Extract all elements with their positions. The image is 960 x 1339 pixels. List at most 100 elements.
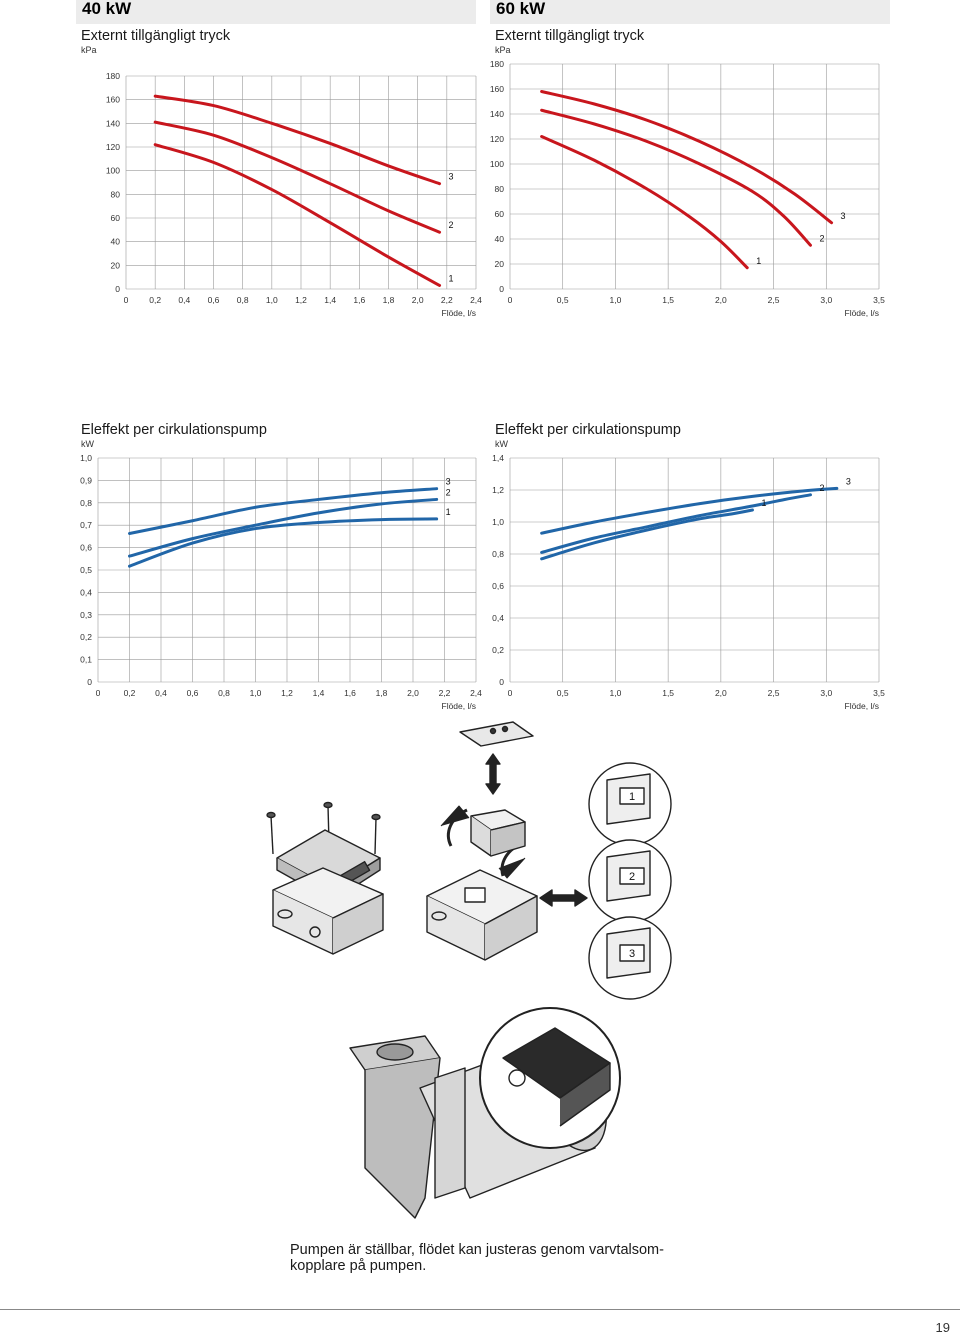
x-axis-label: Flöde, l/s bbox=[442, 308, 477, 318]
y-tick-label: 60 bbox=[111, 213, 121, 223]
y-tick-label: 20 bbox=[111, 260, 121, 270]
y-tick-label: 0,7 bbox=[80, 520, 92, 530]
y-tick-label: 0,3 bbox=[80, 610, 92, 620]
x-tick-label: 1,2 bbox=[295, 295, 307, 305]
y-tick-label: 140 bbox=[106, 118, 120, 128]
x-tick-label: 1,2 bbox=[281, 688, 293, 698]
x-tick-label: 2,0 bbox=[715, 295, 727, 305]
x-tick-label: 0,8 bbox=[218, 688, 230, 698]
chart-power-40kw: Eleffekt per cirkulationspump kW 0 0,1 0,2… bbox=[76, 420, 486, 715]
page-number: 19 bbox=[935, 1320, 950, 1335]
series-label-1: 1 bbox=[449, 273, 454, 283]
x-tick-label: 2,2 bbox=[441, 295, 453, 305]
y-tick-label: 0,8 bbox=[80, 498, 92, 508]
x-tick-label: 3,0 bbox=[820, 295, 832, 305]
x-tick-label: 1,5 bbox=[662, 295, 674, 305]
x-tick-label: 1,5 bbox=[662, 688, 674, 698]
y-tick-label: 160 bbox=[106, 95, 120, 105]
x-tick-label: 2,0 bbox=[715, 688, 727, 698]
control-box-with-lid-icon bbox=[272, 829, 384, 955]
series-line-2 bbox=[540, 493, 812, 554]
x-tick-label: 0,5 bbox=[557, 688, 569, 698]
x-tick-label: 0,6 bbox=[208, 295, 220, 305]
x-tick-label: 3,0 bbox=[820, 688, 832, 698]
y-tick-label: 180 bbox=[490, 59, 504, 69]
heading-40kw: 40 kW bbox=[82, 0, 132, 18]
plot-pressure-40kw: 0 20 40 60 80 100 120 140 160 180 0 0,2 0,4 0,6 0,8 1,0… bbox=[106, 71, 482, 318]
chart-title: Eleffekt per cirkulationspump bbox=[495, 422, 681, 438]
y-tick-label: 80 bbox=[111, 189, 121, 199]
chart-y-unit: kW bbox=[81, 439, 94, 449]
x-tick-label: 2,0 bbox=[407, 688, 419, 698]
chart-pressure-60kw: Externt tillgängligt tryck kPa 0 20 40 60 80… bbox=[490, 26, 900, 318]
x-tick-label: 1,0 bbox=[610, 295, 622, 305]
zoom-detail-icon bbox=[479, 1007, 621, 1149]
series-label-3: 3 bbox=[449, 172, 454, 182]
y-tick-label: 0,4 bbox=[492, 613, 504, 623]
series-label-2: 2 bbox=[819, 483, 824, 493]
x-axis-label: Flöde, l/s bbox=[845, 701, 880, 711]
x-tick-label: 1,4 bbox=[313, 688, 325, 698]
x-tick-label: 1,0 bbox=[610, 688, 622, 698]
x-tick-label: 2,5 bbox=[768, 295, 780, 305]
y-tick-label: 0 bbox=[87, 677, 92, 687]
y-tick-label: 0,1 bbox=[80, 655, 92, 665]
adapter-plate-icon bbox=[459, 721, 534, 747]
pump-illustration: 1 2 3 bbox=[266, 721, 672, 1219]
x-axis-label: Flöde, l/s bbox=[442, 701, 477, 711]
y-tick-label: 1,4 bbox=[492, 453, 504, 463]
y-tick-label: 0 bbox=[499, 677, 504, 687]
series-label-1: 1 bbox=[446, 507, 451, 517]
x-tick-label: 0 bbox=[508, 688, 513, 698]
x-tick-label: 0,2 bbox=[149, 295, 161, 305]
switch-position-1-icon bbox=[588, 762, 672, 846]
x-tick-label: 1,6 bbox=[344, 688, 356, 698]
y-tick-label: 0,2 bbox=[80, 632, 92, 642]
y-tick-label: 120 bbox=[106, 142, 120, 152]
control-box-open-icon bbox=[426, 869, 538, 961]
y-tick-label: 1,0 bbox=[492, 517, 504, 527]
y-tick-label: 160 bbox=[490, 84, 504, 94]
series-line-1 bbox=[540, 135, 749, 270]
y-tick-label: 40 bbox=[111, 237, 121, 247]
switch-label-2: 2 bbox=[629, 871, 635, 883]
x-tick-label: 0,2 bbox=[124, 688, 136, 698]
switch-label-3: 3 bbox=[629, 948, 635, 960]
x-tick-label: 2,0 bbox=[412, 295, 424, 305]
series-line-3 bbox=[540, 486, 839, 535]
series-label-2: 2 bbox=[449, 220, 454, 230]
chart-power-60kw: Eleffekt per cirkulationspump kW 0 0,2 0,4… bbox=[490, 420, 900, 715]
switch-position-3-icon bbox=[588, 916, 672, 1000]
y-tick-label: 1,2 bbox=[492, 485, 504, 495]
footer-rule bbox=[0, 1309, 960, 1310]
series-line-1 bbox=[153, 143, 442, 287]
y-tick-label: 40 bbox=[495, 234, 505, 244]
y-tick-label: 100 bbox=[106, 166, 120, 176]
chart-title: Externt tillgängligt tryck bbox=[81, 28, 231, 44]
x-tick-label: 0,8 bbox=[237, 295, 249, 305]
y-tick-label: 0,9 bbox=[80, 475, 92, 485]
plot-pressure-60kw: 0 20 40 60 80 100 120 140 160 180 0 0,5 1,0 1,5 2,0 2,5… bbox=[490, 59, 885, 318]
switch-position-2-icon bbox=[588, 839, 672, 923]
chart-title: Externt tillgängligt tryck bbox=[495, 28, 645, 44]
series-label-1: 1 bbox=[756, 256, 761, 266]
series-label-1: 1 bbox=[761, 498, 766, 508]
series-line-3 bbox=[153, 94, 442, 186]
y-tick-label: 0,6 bbox=[80, 543, 92, 553]
y-tick-label: 0,6 bbox=[492, 581, 504, 591]
x-tick-label: 0 bbox=[96, 688, 101, 698]
x-tick-label: 0 bbox=[508, 295, 513, 305]
chart-pressure-40kw: Externt tillgängligt tryck kPa 0 20 40 60 80… bbox=[76, 26, 486, 318]
series-label-2: 2 bbox=[819, 233, 824, 243]
screw-icon bbox=[266, 801, 381, 855]
x-axis-label: Flöde, l/s bbox=[845, 308, 880, 318]
switch-label-1: 1 bbox=[629, 791, 635, 803]
x-tick-label: 2,5 bbox=[768, 688, 780, 698]
heading-60kw: 60 kW bbox=[496, 0, 546, 18]
y-tick-label: 60 bbox=[495, 209, 505, 219]
series-label-3: 3 bbox=[446, 477, 451, 487]
series-line-1 bbox=[540, 508, 754, 561]
chart-y-unit: kPa bbox=[81, 45, 97, 55]
y-tick-label: 100 bbox=[490, 159, 504, 169]
illustration-caption: Pumpen är ställbar, flödet kan justeras … bbox=[290, 1242, 664, 1274]
